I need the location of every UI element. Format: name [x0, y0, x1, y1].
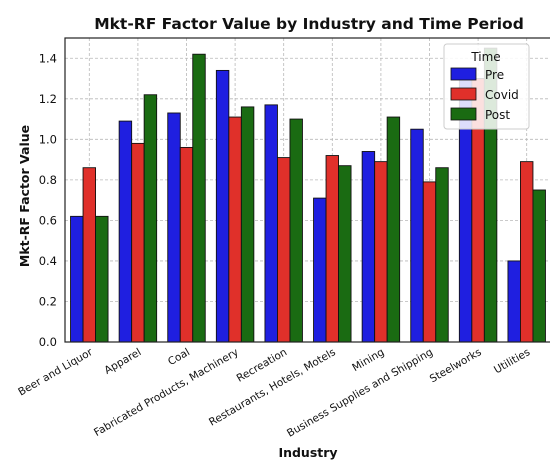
bar-covid	[277, 157, 291, 343]
bars	[70, 47, 546, 343]
bar-post	[338, 165, 352, 343]
bar-pre	[264, 104, 278, 343]
y-tick-label: 0.6	[39, 213, 57, 227]
bar-pre	[361, 151, 376, 343]
chart-title: Mkt-RF Factor Value by Industry and Time…	[94, 15, 524, 33]
bar-post	[95, 215, 109, 343]
bar-pre	[118, 120, 133, 343]
y-tick-label: 0.8	[39, 173, 57, 187]
x-axis-label: Industry	[278, 445, 337, 460]
y-tick-label: 1.2	[39, 92, 57, 106]
y-axis-ticks: 0.0 0.2 0.4 0.6 0.8 1.0 1.2 1.4	[39, 51, 57, 349]
bar-covid	[82, 167, 97, 343]
bar-covid	[228, 116, 242, 343]
plot-frame	[64, 37, 550, 343]
bar-post	[386, 116, 401, 343]
bar-pre	[410, 128, 424, 343]
legend: Time Pre Covid Post	[443, 43, 530, 130]
bar-post	[240, 106, 255, 343]
legend-swatch-covid	[450, 87, 477, 101]
legend-swatch-post	[450, 107, 477, 121]
bar-post	[532, 189, 546, 343]
y-tick-label: 1.4	[39, 51, 57, 65]
bar-post	[192, 53, 206, 343]
legend-swatch-pre	[450, 67, 477, 81]
bar-covid	[422, 181, 437, 343]
bar-covid	[325, 155, 339, 343]
bar-covid	[374, 161, 388, 343]
y-tick-label: 0.0	[39, 335, 57, 349]
bar-post	[435, 167, 449, 343]
bar-pre	[313, 197, 327, 343]
y-axis-label: Mkt-RF Factor Value	[17, 125, 32, 267]
bar-covid	[520, 161, 534, 343]
bar-pre	[215, 69, 230, 343]
legend-title: Time	[470, 50, 500, 64]
bar-covid	[131, 142, 145, 343]
bar-covid	[179, 146, 194, 343]
legend-label-post: Post	[485, 108, 510, 122]
bar-post	[289, 118, 303, 343]
legend-label-pre: Pre	[485, 68, 504, 82]
y-tick-label: 1.0	[39, 132, 57, 146]
legend-label-covid: Covid	[485, 88, 519, 102]
y-tick-label: 0.4	[39, 254, 57, 268]
bar-post	[143, 94, 158, 343]
bar-pre	[70, 215, 84, 343]
bar-pre	[167, 112, 181, 343]
bar-pre	[507, 260, 521, 343]
y-tick-label: 0.2	[39, 294, 57, 308]
